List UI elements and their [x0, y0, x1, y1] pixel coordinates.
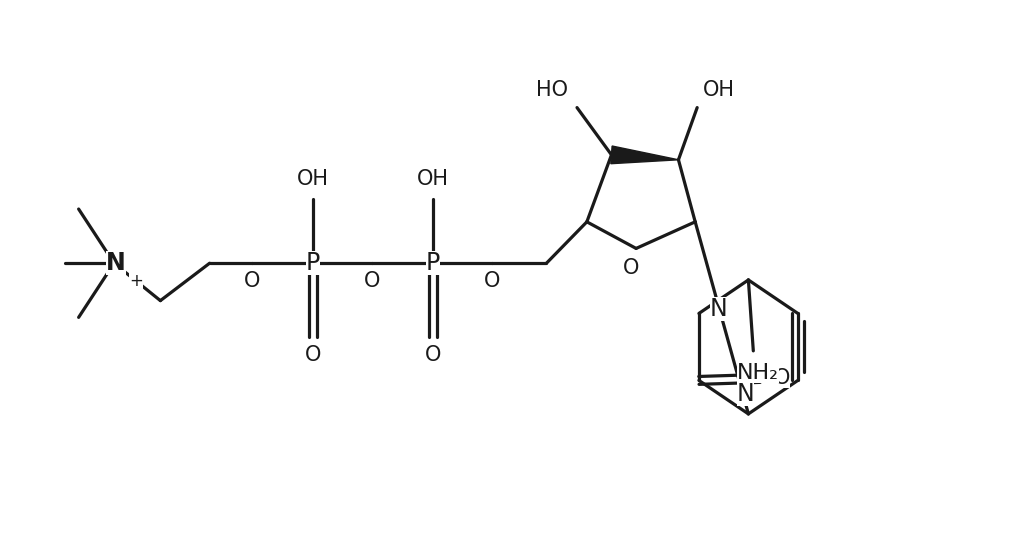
Text: O: O: [364, 271, 380, 291]
Text: P: P: [426, 251, 440, 275]
Text: O: O: [244, 271, 260, 291]
Text: OH: OH: [417, 169, 450, 190]
Text: O: O: [425, 345, 441, 365]
Text: NH₂: NH₂: [737, 363, 779, 383]
Text: O: O: [623, 258, 639, 278]
Text: O: O: [484, 271, 501, 291]
Text: P: P: [306, 251, 321, 275]
Polygon shape: [611, 146, 679, 164]
Text: N: N: [710, 296, 727, 321]
Text: O: O: [773, 368, 790, 388]
Text: HO: HO: [537, 80, 568, 100]
Text: OH: OH: [702, 80, 735, 100]
Text: N: N: [106, 251, 126, 275]
Text: N: N: [736, 382, 755, 406]
Text: OH: OH: [297, 169, 329, 190]
Text: O: O: [305, 345, 322, 365]
Text: +: +: [129, 272, 142, 290]
